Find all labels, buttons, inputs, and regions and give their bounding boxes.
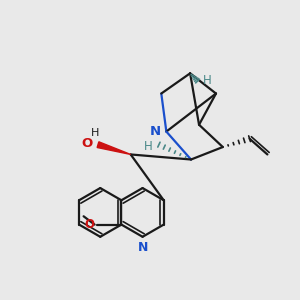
Text: O: O (81, 137, 93, 150)
Text: H: H (144, 140, 153, 153)
Text: N: N (150, 125, 161, 138)
Text: H: H (91, 128, 99, 138)
Text: O: O (85, 218, 94, 230)
Polygon shape (97, 142, 131, 155)
Text: H: H (203, 74, 212, 87)
Text: N: N (137, 241, 148, 254)
